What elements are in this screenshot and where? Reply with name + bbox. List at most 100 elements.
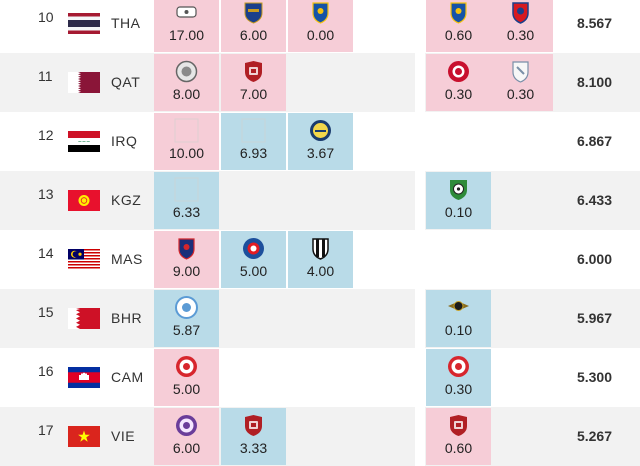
club-points-cell[interactable]: 5.00 bbox=[154, 349, 219, 406]
club-points-value: 3.33 bbox=[239, 440, 268, 456]
club-points-cell[interactable]: 6.33 bbox=[154, 172, 219, 229]
club-points-cell[interactable]: 17.00 bbox=[154, 0, 219, 52]
club-points-cell[interactable]: 0.10 bbox=[426, 290, 491, 347]
club-points-cell[interactable]: 6.00 bbox=[154, 408, 219, 465]
tha-flag-icon bbox=[68, 13, 100, 34]
column-gap bbox=[415, 348, 425, 407]
club-points-value: 0.10 bbox=[444, 322, 473, 338]
club-points-cell[interactable]: 5.87 bbox=[154, 290, 219, 347]
club-points-value: 6.00 bbox=[239, 27, 268, 43]
club-points-cell[interactable]: 6.00 bbox=[221, 0, 286, 52]
total-coefficient: 5.300 bbox=[576, 369, 612, 385]
blue-shield-crest-icon bbox=[308, 0, 333, 25]
total-coefficient: 8.567 bbox=[576, 15, 612, 31]
club-points-cell[interactable]: 3.67 bbox=[288, 113, 353, 170]
table-row[interactable]: 10 THA 17.00 6.00 0.00 0.60 0.30 8.567 bbox=[0, 0, 640, 53]
column-gap bbox=[415, 407, 425, 466]
country-code: BHR bbox=[111, 310, 143, 326]
club-points-cell[interactable]: 0.30 bbox=[488, 54, 553, 111]
table-row[interactable]: 13 KGZ 6.33 0.10 6.433 bbox=[0, 171, 640, 230]
rank-number: 16 bbox=[38, 363, 54, 379]
red-white-round-crest-icon bbox=[446, 354, 471, 379]
table-row[interactable]: 11 QAT 8.00 7.00 0.30 0.30 8.100 bbox=[0, 53, 640, 112]
club-points-value: 0.30 bbox=[444, 381, 473, 397]
cam-flag-icon bbox=[68, 367, 100, 388]
country-code: KGZ bbox=[111, 192, 142, 208]
winged-crest-icon bbox=[446, 295, 471, 320]
kgz-flag-icon bbox=[68, 190, 100, 211]
purple-round-crest-icon bbox=[174, 413, 199, 438]
club-points-cell[interactable]: 0.30 bbox=[426, 54, 491, 111]
table-row[interactable]: 14 MAS 9.00 5.00 4.00 6.000 bbox=[0, 230, 640, 289]
blank-crest-icon bbox=[241, 118, 266, 143]
club-points-value: 0.30 bbox=[444, 86, 473, 102]
column-gap bbox=[415, 53, 425, 112]
total-coefficient: 6.867 bbox=[576, 133, 612, 149]
club-points-value: 3.67 bbox=[306, 145, 335, 161]
buriram-crest-icon bbox=[241, 0, 266, 25]
club-points-value: 4.00 bbox=[306, 263, 335, 279]
table-row[interactable]: 15 BHR 5.87 0.10 5.967 bbox=[0, 289, 640, 348]
red-shield-crest-icon bbox=[446, 413, 471, 438]
country-code: MAS bbox=[111, 251, 143, 267]
jdt-crest-icon bbox=[174, 236, 199, 261]
rank-number: 11 bbox=[38, 68, 53, 84]
table-row[interactable]: 17 VIE 6.00 3.33 0.60 5.267 bbox=[0, 407, 640, 466]
total-coefficient: 5.267 bbox=[576, 428, 612, 444]
total-coefficient: 6.000 bbox=[576, 251, 612, 267]
rank-number: 14 bbox=[38, 245, 54, 261]
country-code: VIE bbox=[111, 428, 136, 444]
svg-text:~~~: ~~~ bbox=[78, 140, 91, 146]
club-points-cell[interactable]: 0.60 bbox=[426, 0, 491, 52]
club-points-cell[interactable]: 4.00 bbox=[288, 231, 353, 288]
red-white-round-crest-icon bbox=[174, 354, 199, 379]
table-row[interactable]: 12 ~~~ IRQ 10.00 6.93 3.67 6.867 bbox=[0, 112, 640, 171]
club-points-cell[interactable]: 8.00 bbox=[154, 54, 219, 111]
club-points-value: 10.00 bbox=[168, 145, 205, 161]
club-points-cell[interactable]: 9.00 bbox=[154, 231, 219, 288]
rank-number: 17 bbox=[38, 422, 54, 438]
bhr-flag-icon bbox=[68, 308, 100, 329]
yellow-round-crest-icon bbox=[308, 118, 333, 143]
country-code: THA bbox=[111, 15, 141, 31]
club-points-cell[interactable]: 0.60 bbox=[426, 408, 491, 465]
blank-crest-icon bbox=[174, 177, 199, 202]
ball-crest-icon bbox=[446, 177, 471, 202]
club-points-cell[interactable]: 6.93 bbox=[221, 113, 286, 170]
club-points-cell[interactable]: 0.30 bbox=[488, 0, 553, 52]
club-points-value: 0.60 bbox=[444, 27, 473, 43]
club-points-value: 6.33 bbox=[172, 204, 201, 220]
club-points-value: 0.60 bbox=[444, 440, 473, 456]
total-coefficient: 5.967 bbox=[576, 310, 612, 326]
club-points-value: 0.10 bbox=[444, 204, 473, 220]
grey-round-crest-icon bbox=[174, 59, 199, 84]
club-points-cell[interactable]: 3.33 bbox=[221, 408, 286, 465]
white-shield-crest-icon bbox=[508, 59, 533, 84]
table-row[interactable]: 16 CAM 5.00 0.30 5.300 bbox=[0, 348, 640, 407]
rank-number: 13 bbox=[38, 186, 54, 202]
column-gap bbox=[415, 112, 425, 171]
rank-number: 15 bbox=[38, 304, 54, 320]
club-points-value: 7.00 bbox=[239, 86, 268, 102]
club-points-value: 5.00 bbox=[172, 381, 201, 397]
club-points-cell[interactable]: 10.00 bbox=[154, 113, 219, 170]
club-points-cell[interactable]: 0.10 bbox=[426, 172, 491, 229]
column-gap bbox=[415, 171, 425, 230]
club-points-value: 5.87 bbox=[172, 322, 201, 338]
total-coefficient: 8.100 bbox=[576, 74, 612, 90]
light-blue-round-crest-icon bbox=[174, 295, 199, 320]
club-points-value: 0.30 bbox=[506, 86, 535, 102]
rank-number: 10 bbox=[38, 9, 54, 25]
club-points-value: 6.93 bbox=[239, 145, 268, 161]
club-points-value: 0.00 bbox=[306, 27, 335, 43]
club-points-cell[interactable]: 0.30 bbox=[426, 349, 491, 406]
column-gap bbox=[415, 0, 425, 53]
irq-flag-icon: ~~~ bbox=[68, 131, 100, 152]
column-gap bbox=[415, 230, 425, 289]
bangkok-crest-icon bbox=[508, 0, 533, 25]
mas-flag-icon bbox=[68, 249, 100, 270]
club-points-cell[interactable]: 5.00 bbox=[221, 231, 286, 288]
club-points-cell[interactable]: 7.00 bbox=[221, 54, 286, 111]
club-points-cell[interactable]: 0.00 bbox=[288, 0, 353, 52]
club-points-value: 9.00 bbox=[172, 263, 201, 279]
